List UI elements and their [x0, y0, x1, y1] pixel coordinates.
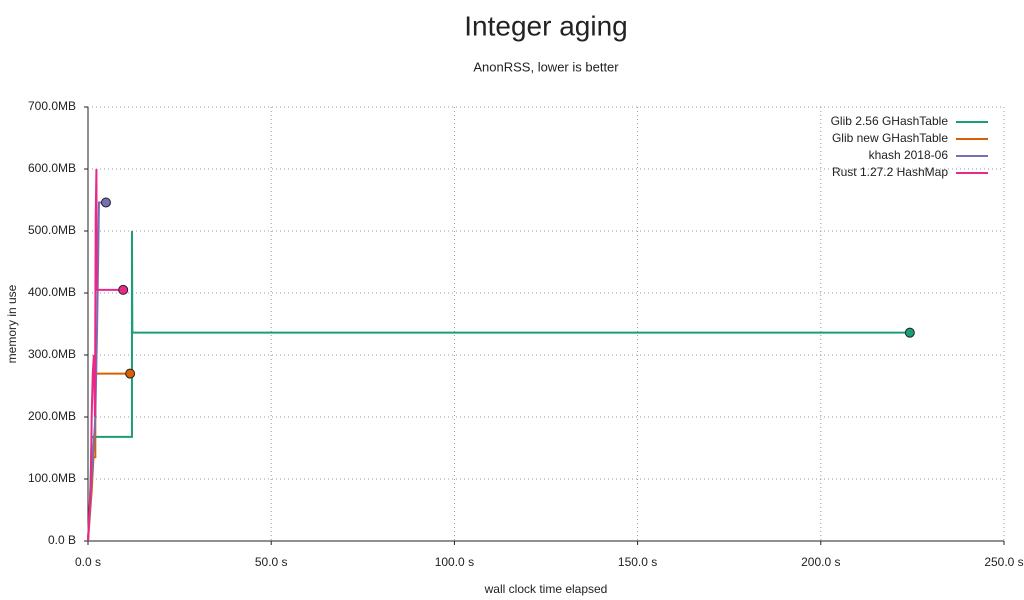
legend-label: Glib 2.56 GHashTable [831, 114, 949, 128]
chart-subtitle: AnonRSS, lower is better [473, 59, 619, 74]
legend-label: Glib new GHashTable [832, 131, 948, 145]
x-tick-label: 50.0 s [255, 555, 288, 569]
y-tick-label: 500.0MB [28, 223, 76, 237]
x-tick-label: 200.0 s [801, 555, 840, 569]
legend-label: Rust 1.27.2 HashMap [832, 165, 948, 179]
y-tick-label: 0.0 B [48, 533, 76, 547]
end-marker [118, 284, 129, 295]
series-line [87, 168, 124, 542]
x-tick-label: 0.0 s [75, 555, 101, 569]
y-tick-label: 100.0MB [28, 471, 76, 485]
y-axis-label: memory in use [5, 284, 19, 363]
x-tick-label: 150.0 s [618, 555, 657, 569]
y-tick-label: 400.0MB [28, 285, 76, 299]
y-tick-label: 200.0MB [28, 409, 76, 423]
x-axis-label: wall clock time elapsed [484, 582, 608, 596]
end-marker [100, 197, 111, 208]
end-marker [125, 368, 136, 379]
x-tick-label: 100.0 s [435, 555, 474, 569]
chart-title: Integer aging [464, 10, 627, 41]
end-marker [904, 327, 915, 338]
legend-label: khash 2018-06 [869, 148, 949, 162]
series-line [87, 230, 910, 542]
y-tick-label: 600.0MB [28, 161, 76, 175]
y-tick-label: 300.0MB [28, 347, 76, 361]
y-tick-label: 700.0MB [28, 99, 76, 113]
x-tick-label: 250.0 s [984, 555, 1023, 569]
